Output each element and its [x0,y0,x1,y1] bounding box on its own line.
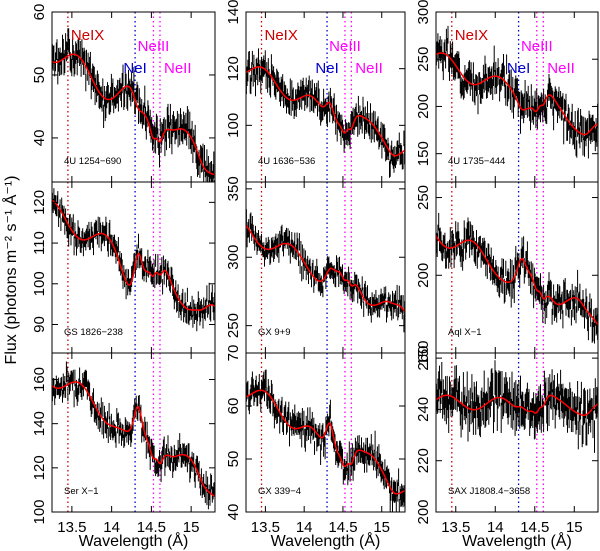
model-curve [52,53,215,176]
model-curve [246,66,405,157]
panel-3: 150 200 250 300 4U 1735−444 NeIX NeI NeIII NeII [415,0,599,183]
panel-frame [245,352,406,513]
y-tick-label: 200 [415,499,432,524]
x-tick-label: 14.5 [328,519,357,536]
source-label: Ser X−1 [64,486,99,497]
panel-5: 250 300 350 GX 9+9 [225,176,406,354]
line-label-NeIII: NeIII [329,38,361,55]
line-label-NeII: NeII [164,60,192,77]
y-tick-label: 90 [31,316,48,333]
panel-1: 40 50 60 4U 1254−690 NeIX NeI NeIII NeII [31,4,216,183]
model-curve [246,224,405,313]
y-tick-label: 50 [31,67,48,84]
source-label: GX 339−4 [258,486,301,497]
model-curve [436,235,598,326]
x-axis-title: Wavelength (Å) [79,531,189,550]
data-series [436,25,598,159]
source-label: 4U 1735−444 [448,156,505,167]
source-label: Aql X−1 [448,327,482,338]
y-tick-label: 70 [225,345,242,362]
y-tick-label: 200 [415,94,432,119]
y-tick-label: 300 [415,0,432,25]
panel-frame [51,352,216,513]
x-tick-label: 14.5 [520,519,549,536]
source-label: GS 1826−238 [64,327,123,338]
x-tick-label: 15 [183,519,200,536]
line-label-NeI: NeI [507,60,530,77]
x-tick-label: 14.5 [137,519,166,536]
y-tick-label: 140 [225,0,242,25]
y-tick-label: 350 [225,176,242,201]
source-label: 4U 1636−536 [258,156,315,167]
y-tick-label: 160 [31,367,48,392]
y-tick-label: 40 [31,130,48,147]
y-tick-label: 100 [31,271,48,296]
source-label: SAX J1808.4−3658 [448,486,530,497]
line-label-NeII: NeII [547,60,575,77]
y-tick-label: 250 [415,185,432,210]
y-tick-label: 220 [415,448,432,473]
x-tick-label: 15 [373,519,390,536]
y-tick-label: 150 [415,340,432,365]
y-tick-label: 100 [225,113,242,138]
y-tick-label: 110 [31,231,48,255]
line-label-NeIII: NeIII [138,38,170,55]
x-tick-label: 13.5 [251,519,280,536]
line-label-NeI: NeI [315,60,338,77]
panel-4: 90 100 110 120 GS 1826−238 [31,181,216,354]
x-axis-title: Wavelength (Å) [462,531,572,550]
y-tick-label: 120 [225,56,242,81]
data-series [246,209,405,333]
y-tick-label: 300 [225,245,242,270]
line-label-NeIX: NeIX [71,27,104,44]
y-tick-label: 150 [415,141,432,166]
x-tick-label: 13.5 [441,519,470,536]
source-label: 4U 1254−690 [64,156,121,167]
y-tick-label: 120 [31,190,48,215]
y-tick-label: 250 [225,313,242,338]
y-tick-label: 50 [225,451,242,468]
panel-9: 200 220 240 260 SAX J1808.4−3658 13.5 14 14.5 15… [415,346,599,550]
model-curve [246,389,405,495]
y-tick-label: 260 [415,346,432,371]
y-tick-label: 40 [225,504,242,521]
line-label-NeIX: NeIX [455,27,488,44]
y-tick-label: 250 [415,47,432,72]
data-series [246,369,405,512]
model-curve [436,52,598,136]
x-tick-label: 14 [103,519,120,536]
y-tick-label: 240 [415,397,432,422]
x-tick-label: 14 [296,519,313,536]
line-label-NeIII: NeIII [521,38,553,55]
data-series [436,212,598,344]
panel-2: 100 120 140 4U 1636−536 NeIX NeI NeIII NeII [225,0,406,183]
x-axis-title: Wavelength (Å) [271,531,381,550]
x-tick-label: 14 [487,519,504,536]
x-tick-label: 13.5 [57,519,86,536]
x-tick-label: 15 [566,519,583,536]
data-series [52,28,215,182]
y-axis-title: Flux (photons m⁻² s⁻¹ Å⁻¹) [1,176,20,365]
line-label-NeIX: NeIX [265,27,298,44]
source-label: GX 9+9 [258,327,290,338]
y-tick-label: 120 [31,455,48,480]
y-tick-label: 60 [31,4,48,21]
model-curve [52,381,215,497]
model-curve [52,199,215,311]
panel-frame [435,352,599,513]
y-tick-label: 100 [31,499,48,524]
y-tick-label: 200 [415,263,432,288]
line-label-NeII: NeII [355,60,383,77]
panel-7: 100 120 140 160 Ser X−1 13.5 14 14.5 15Wavelengt… [31,352,216,550]
data-series [246,48,405,178]
data-series [52,188,215,332]
y-tick-label: 60 [225,398,242,415]
model-curve [436,394,598,416]
panel-6: 150 200 250 Aql X−1 [415,181,599,366]
line-label-NeI: NeI [123,60,146,77]
y-tick-label: 140 [31,411,48,436]
